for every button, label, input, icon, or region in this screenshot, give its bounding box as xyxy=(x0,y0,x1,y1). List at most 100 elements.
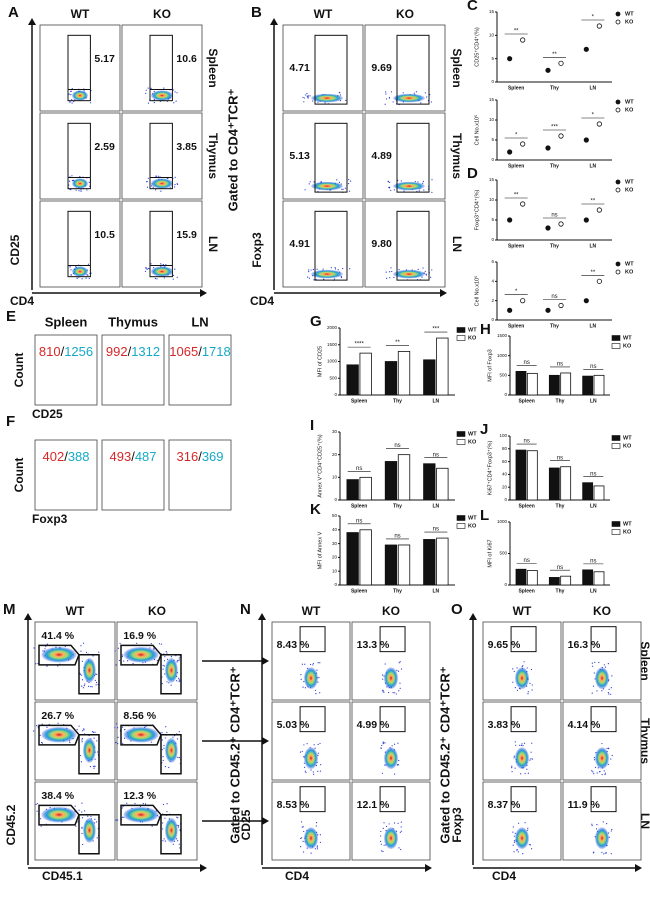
density-blob xyxy=(514,667,530,690)
event-dot xyxy=(380,840,382,843)
significance: * xyxy=(515,289,518,295)
event-dot xyxy=(162,756,164,758)
event-dot xyxy=(313,773,315,775)
column-header: WT xyxy=(302,604,321,618)
y-tick-label: 20 xyxy=(332,555,338,560)
event-dot xyxy=(166,658,169,660)
panel-letter: A xyxy=(8,4,19,21)
gate xyxy=(149,122,173,190)
mfi-value: 1065 xyxy=(169,344,198,359)
event-dot xyxy=(78,725,80,727)
x-tick-label: Thy xyxy=(393,588,402,594)
arrow-head xyxy=(440,289,447,297)
gate xyxy=(78,814,100,855)
point xyxy=(545,145,551,151)
event-dot xyxy=(81,685,83,687)
event-dot xyxy=(317,770,319,772)
significance: ** xyxy=(395,340,400,346)
density-blob xyxy=(303,667,319,690)
event-dot xyxy=(164,765,167,768)
legend-label: WT xyxy=(468,515,477,521)
legend-label: WT xyxy=(625,261,634,267)
x-tick-label: Spleen xyxy=(518,588,534,594)
bar xyxy=(582,569,594,586)
event-dot xyxy=(44,648,46,650)
legend-swatch xyxy=(456,523,466,529)
event-dot xyxy=(178,659,180,662)
event-dot xyxy=(132,663,134,665)
legend-swatch xyxy=(611,443,621,449)
significance: ** xyxy=(590,199,595,205)
event-dot xyxy=(121,816,124,818)
event-dot xyxy=(531,742,533,744)
event-dot xyxy=(94,758,96,760)
event-dot xyxy=(46,665,48,667)
x-tick-label: Spleen xyxy=(508,243,524,249)
column-header: KO xyxy=(382,604,400,618)
y-tick-label: 0 xyxy=(334,497,337,502)
point xyxy=(545,225,551,231)
event-dot xyxy=(398,662,400,664)
plot-frame xyxy=(168,439,232,511)
density-blob xyxy=(594,747,610,770)
event-dot xyxy=(176,680,178,682)
gate xyxy=(510,786,537,813)
event-dot xyxy=(400,180,402,182)
event-dot xyxy=(431,269,433,271)
event-dot xyxy=(163,747,165,749)
event-dot xyxy=(422,180,424,182)
event-dot xyxy=(527,827,529,829)
event-dot xyxy=(389,181,391,183)
arrow-head xyxy=(635,864,642,872)
event-dot xyxy=(395,693,397,695)
bar xyxy=(526,570,538,586)
event-dot xyxy=(177,756,179,758)
event-dot xyxy=(308,277,311,279)
event-dot xyxy=(35,663,37,665)
legend-label: KO xyxy=(468,439,477,445)
gate xyxy=(78,654,100,695)
gate xyxy=(78,734,100,775)
x-tick-label: Thy xyxy=(550,243,559,249)
event-dot xyxy=(162,840,164,842)
event-dot xyxy=(306,743,308,745)
plot-frame xyxy=(34,701,116,781)
event-dot xyxy=(512,681,514,683)
legend-swatch xyxy=(615,99,621,105)
legend-swatch xyxy=(615,187,621,193)
event-dot xyxy=(608,693,610,695)
legend-label: KO xyxy=(468,523,477,529)
event-dot xyxy=(303,744,305,746)
arrow-head xyxy=(262,737,269,745)
significance: ns xyxy=(394,443,400,449)
panel-letter: L xyxy=(480,507,489,524)
column-header: Spleen xyxy=(45,314,88,329)
event-dot xyxy=(153,101,155,104)
event-dot xyxy=(177,817,179,819)
event-dot xyxy=(513,755,515,757)
legend-swatch xyxy=(611,335,621,341)
x-tick-label: LN xyxy=(590,503,597,509)
y-axis-label: MFI of Foxp3 xyxy=(487,349,493,381)
bar xyxy=(560,575,572,586)
y-tick-label: 50 xyxy=(332,513,338,518)
event-dot xyxy=(121,656,123,658)
event-dot xyxy=(136,642,138,644)
y-tick-label: 15 xyxy=(489,177,495,182)
legend-label: KO xyxy=(625,269,634,275)
event-dot xyxy=(318,676,320,679)
y-axis-label: CD25⁺CD4⁺(%) xyxy=(473,27,480,67)
event-dot xyxy=(166,652,168,654)
panel-letter: H xyxy=(480,321,491,338)
bar xyxy=(548,374,560,396)
event-dot xyxy=(90,815,92,818)
x-tick-label: Spleen xyxy=(518,398,534,404)
event-dot xyxy=(315,825,317,827)
arrow-head xyxy=(28,18,36,25)
bar xyxy=(397,351,411,396)
density-blob xyxy=(303,747,319,770)
event-dot xyxy=(424,270,426,273)
gate xyxy=(299,626,326,653)
event-dot xyxy=(380,843,382,845)
event-dot xyxy=(604,852,606,854)
